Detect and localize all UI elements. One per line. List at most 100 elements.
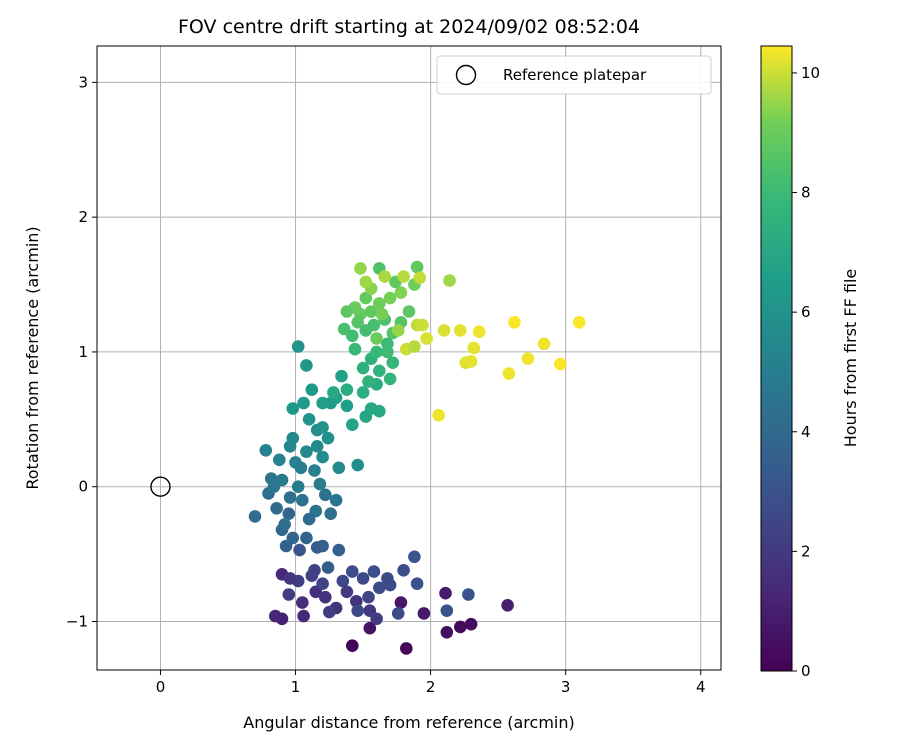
data-point — [327, 386, 340, 399]
data-point — [335, 369, 348, 383]
colorbar-gradient — [760, 45, 793, 672]
data-point — [267, 480, 281, 494]
data-point — [397, 270, 410, 283]
legend-box — [436, 55, 712, 95]
data-point — [300, 445, 313, 459]
data-point — [270, 502, 283, 515]
data-point — [329, 493, 343, 507]
data-point — [351, 458, 365, 472]
data-point — [416, 318, 429, 332]
data-point — [300, 359, 313, 372]
data-point — [305, 383, 319, 397]
colorbar-tick-label: 4 — [801, 423, 811, 441]
plot-frame — [96, 45, 722, 671]
y-tick-label: 1 — [78, 343, 88, 361]
data-point — [313, 477, 327, 491]
data-point — [354, 262, 367, 275]
y-tick-label: 0 — [78, 478, 88, 496]
data-point — [397, 564, 410, 577]
data-point — [362, 375, 375, 388]
data-point — [408, 550, 421, 564]
data-point — [391, 607, 405, 620]
x-tick-label: 1 — [291, 678, 301, 696]
data-point — [432, 409, 446, 422]
y-tick-label: 3 — [78, 73, 88, 91]
data-point — [370, 345, 383, 359]
data-point — [278, 518, 292, 531]
data-point — [440, 626, 454, 639]
data-point — [467, 341, 481, 355]
data-point — [310, 440, 324, 453]
data-point — [319, 488, 332, 502]
data-point — [381, 345, 394, 359]
data-point — [464, 355, 478, 368]
data-point — [394, 286, 408, 299]
data-point — [259, 444, 273, 457]
data-point — [381, 572, 394, 585]
data-point — [417, 607, 431, 620]
data-point — [348, 342, 362, 356]
data-point — [337, 322, 351, 336]
data-point — [454, 324, 467, 337]
data-point — [302, 413, 316, 426]
data-point — [323, 605, 336, 619]
data-point — [402, 305, 416, 318]
data-point — [286, 531, 300, 545]
data-point — [302, 512, 316, 526]
data-point — [359, 275, 373, 289]
data-point — [383, 372, 397, 386]
data-point — [501, 599, 514, 612]
data-point — [324, 507, 338, 520]
data-point — [297, 609, 310, 623]
colorbar-tick-label: 2 — [801, 542, 811, 560]
data-point — [273, 453, 286, 467]
data-point — [248, 510, 262, 523]
data-point — [370, 612, 383, 626]
data-point — [373, 297, 386, 310]
data-point — [537, 337, 551, 351]
data-point — [282, 507, 296, 520]
data-point — [316, 539, 329, 553]
data-point — [308, 564, 321, 577]
data-point — [336, 574, 350, 588]
data-point — [340, 305, 354, 318]
data-point — [346, 639, 359, 652]
data-point — [291, 480, 305, 494]
data-point — [362, 590, 375, 604]
data-point — [286, 431, 300, 445]
data-point — [356, 386, 370, 399]
grid — [97, 46, 721, 670]
data-point — [283, 491, 297, 504]
data-point — [332, 543, 346, 557]
data-point — [373, 364, 386, 378]
data-point — [363, 621, 377, 635]
colorbar-tick-label: 0 — [801, 662, 811, 680]
data-point — [413, 271, 427, 285]
data-point — [394, 596, 408, 609]
data-point — [293, 543, 306, 557]
data-point — [408, 340, 421, 353]
data-point — [316, 450, 329, 464]
data-point — [443, 274, 456, 287]
colorbar-tick-label: 10 — [801, 64, 820, 82]
data-point — [437, 324, 451, 337]
x-axis-label: Angular distance from reference (arcmin) — [243, 713, 574, 732]
y-axis-label: Rotation from reference (arcmin) — [23, 226, 42, 489]
data-point — [572, 316, 586, 329]
data-point — [316, 421, 329, 434]
data-point — [308, 464, 321, 477]
data-point — [367, 318, 381, 332]
data-point — [464, 617, 478, 631]
data-point — [321, 431, 335, 445]
data-point — [340, 383, 354, 397]
data-point — [283, 572, 297, 585]
data-point — [400, 642, 413, 655]
data-point — [373, 404, 386, 418]
data-point — [321, 561, 335, 574]
data-point — [346, 418, 359, 432]
x-axis-ticks: 0 1 2 3 4 — [156, 670, 706, 696]
data-point — [439, 586, 452, 600]
data-point — [383, 291, 397, 305]
data-point — [356, 361, 370, 375]
